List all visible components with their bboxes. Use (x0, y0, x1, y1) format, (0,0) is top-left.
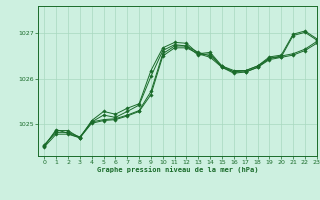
X-axis label: Graphe pression niveau de la mer (hPa): Graphe pression niveau de la mer (hPa) (97, 167, 258, 173)
